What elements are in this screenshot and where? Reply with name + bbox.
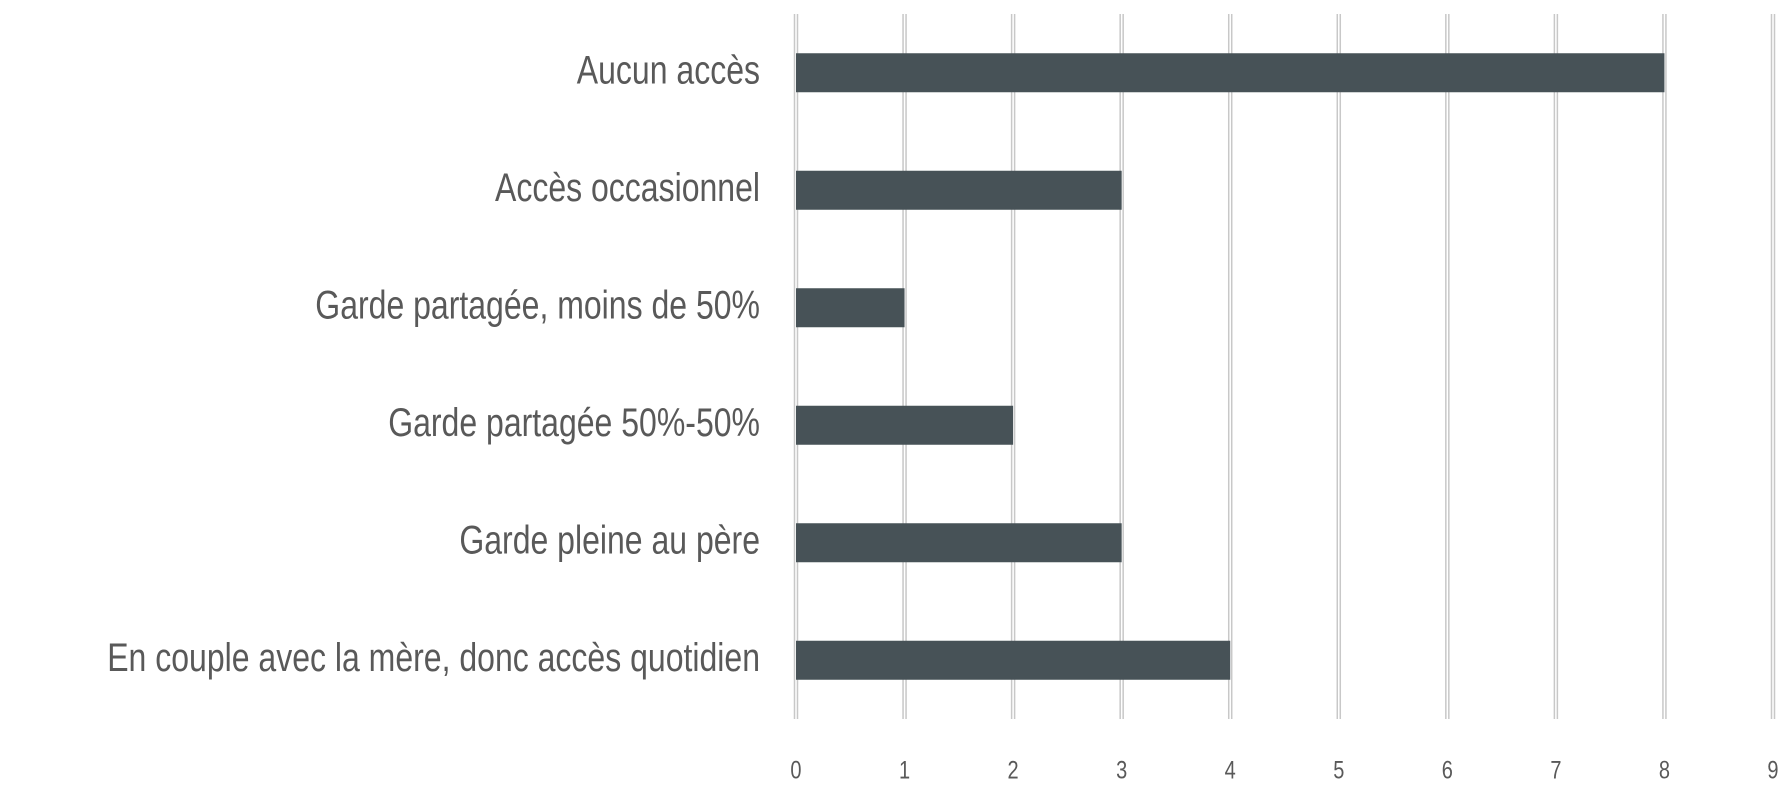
x-tick-label: 6	[1442, 757, 1453, 784]
category-label: Garde pleine au père	[459, 517, 760, 562]
x-tick-label: 9	[1767, 757, 1778, 784]
bar	[796, 640, 1231, 680]
bar	[796, 523, 1122, 563]
x-tick-label: 1	[899, 757, 910, 784]
bar	[796, 288, 905, 328]
x-tick-label: 2	[1008, 757, 1019, 784]
bar	[796, 170, 1122, 210]
x-tick-label: 8	[1659, 757, 1670, 784]
category-label: Garde partagée 50%-50%	[388, 399, 760, 444]
category-label: Garde partagée, moins de 50%	[315, 282, 760, 327]
x-tick-label: 3	[1116, 757, 1127, 784]
x-tick-label: 4	[1225, 757, 1236, 784]
category-label: Accès occasionnel	[495, 164, 760, 209]
category-label: Aucun accès	[577, 47, 760, 92]
bar	[796, 405, 1014, 445]
x-tick-label: 7	[1550, 757, 1561, 784]
bar	[796, 53, 1665, 93]
x-tick-label: 5	[1333, 757, 1344, 784]
x-tick-label: 0	[790, 757, 801, 784]
category-label: En couple avec la mère, donc accès quoti…	[107, 634, 760, 679]
